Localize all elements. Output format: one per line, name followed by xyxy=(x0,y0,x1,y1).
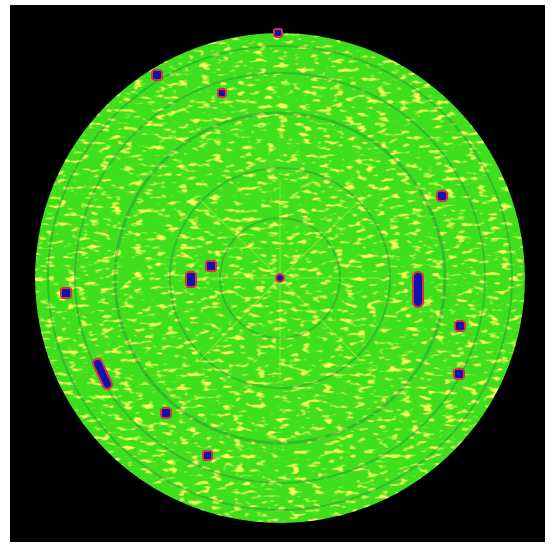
wafer-image xyxy=(0,0,555,548)
page xyxy=(0,0,555,548)
